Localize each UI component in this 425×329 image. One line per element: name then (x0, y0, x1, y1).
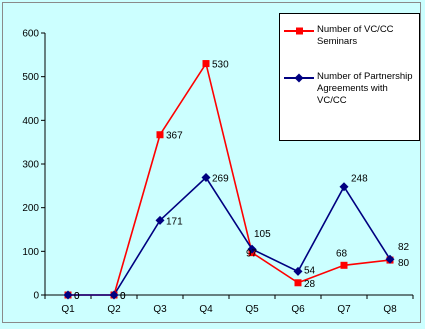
y-tick-label: 100 (22, 247, 39, 258)
data-label: 0 (120, 291, 126, 302)
data-point (202, 60, 210, 68)
x-tick-label: Q1 (61, 304, 75, 315)
data-label: 97 (246, 249, 258, 260)
x-tick-label: Q2 (107, 304, 121, 315)
data-point (294, 279, 302, 287)
y-tick-label: 400 (22, 116, 39, 127)
data-point (340, 261, 348, 269)
data-label: 0 (120, 291, 126, 302)
line-chart: 0 100 200 300 400 500 600 Q1 Q2 Q3 Q4 Q5 Q6 Q7 Q8 0 0 36… (22, 29, 414, 316)
series-line-0 (68, 61, 391, 296)
y-tick-label: 500 (22, 72, 39, 83)
data-label: 367 (166, 131, 183, 142)
legend-label-partnerships: Number of Partnership Agreements with VC… (317, 71, 413, 106)
x-tick-label: Q6 (291, 304, 305, 315)
data-point (339, 182, 349, 192)
data-point (109, 290, 119, 300)
legend-swatch-seminars (284, 27, 314, 35)
x-tick-label: Q4 (199, 304, 213, 315)
y-tick-label: 0 (33, 291, 39, 302)
y-tick-label: 200 (22, 203, 39, 214)
data-point (385, 254, 395, 264)
data-point (293, 266, 303, 276)
legend-swatch-partnerships (284, 73, 314, 83)
x-tick-label: Q5 (245, 304, 259, 315)
data-label: 28 (304, 279, 316, 290)
data-label: 269 (212, 174, 229, 185)
data-label: 105 (254, 229, 271, 240)
series-lines (68, 61, 391, 296)
data-label: 248 (351, 174, 368, 185)
y-tick-label: 300 (22, 160, 39, 171)
data-point (63, 290, 73, 300)
data-point (156, 131, 164, 139)
x-tick-label: Q3 (153, 304, 167, 315)
data-label: 171 (166, 216, 183, 227)
data-label: 0 (74, 291, 80, 302)
data-point (247, 244, 257, 254)
data-label: 80 (398, 258, 410, 269)
data-label: 82 (398, 242, 410, 253)
data-label: 68 (336, 248, 348, 259)
data-label: 0 (74, 291, 80, 302)
legend: Number of VC/CC Seminars Number of Partn… (279, 13, 420, 141)
data-label: 530 (212, 60, 229, 71)
chart-area: 0 100 200 300 400 500 600 Q1 Q2 Q3 Q4 Q5 Q6 Q7 Q8 0 0 36… (2, 2, 421, 323)
data-point (201, 173, 211, 183)
x-tick-label: Q8 (383, 304, 397, 315)
data-label: 54 (304, 265, 316, 276)
x-tick-label: Q7 (337, 304, 351, 315)
series-markers (63, 60, 395, 300)
series-line-1 (68, 176, 391, 296)
tick-labels: 0 100 200 300 400 500 600 Q1 Q2 Q3 Q4 Q5 Q6 Q7 Q8 (22, 29, 397, 316)
legend-label-seminars: Number of VC/CC Seminars (317, 24, 394, 47)
data-point (155, 215, 165, 225)
y-tick-label: 600 (22, 29, 39, 40)
